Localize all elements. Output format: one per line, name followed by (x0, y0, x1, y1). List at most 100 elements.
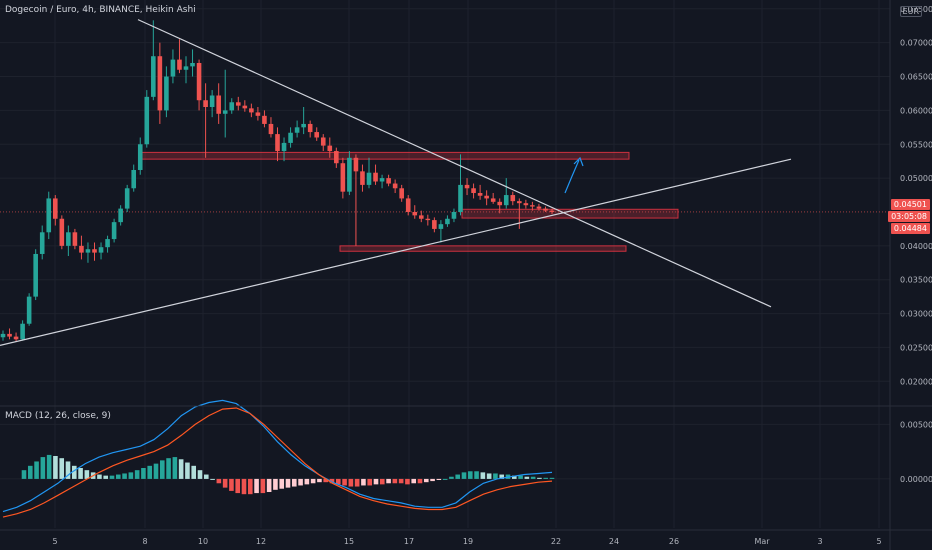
macd-histogram-bar (128, 472, 134, 479)
candle-body (13, 336, 19, 340)
candle-body (229, 102, 235, 111)
signal-line (2, 407, 553, 518)
countdown-tag: 03:05:08 (888, 211, 930, 222)
macd-histogram-bar (241, 478, 247, 495)
price-tick-label: 0.04000 (900, 242, 932, 251)
macd-histogram-bar (335, 478, 341, 485)
price-zone (139, 151, 630, 160)
candle-body (451, 211, 457, 219)
candle-body (536, 206, 542, 209)
candle-body (7, 333, 12, 337)
macd-histogram-bar (323, 478, 329, 483)
candle-body (477, 193, 483, 196)
candle-body (118, 208, 123, 223)
candle-body (33, 253, 38, 297)
low-price-tag: 0.04484 (890, 223, 930, 234)
candle-body (59, 218, 65, 246)
candle-body (314, 132, 320, 138)
candle-body (510, 195, 516, 202)
candle-body (137, 144, 143, 170)
macd-histogram-bar (53, 456, 58, 479)
candle-body (490, 198, 496, 202)
price-tick-label: 0.06000 (900, 106, 932, 115)
candle-body (92, 249, 97, 253)
candle-body (484, 195, 489, 199)
macd-histogram-bar (153, 463, 159, 479)
macd-pane (2, 399, 555, 518)
price-tick-label: 0.05500 (900, 140, 932, 149)
candle-body (549, 210, 555, 212)
candle-body (373, 172, 378, 182)
price-tick-label: 0.07000 (900, 39, 932, 48)
macd-histogram-bar (417, 478, 423, 484)
price-tick-label: 0.03000 (900, 310, 932, 319)
macd-histogram-bar (266, 478, 272, 492)
candle-body (334, 151, 339, 164)
price-tick-label: 0.07500 (900, 5, 932, 14)
macd-histogram-bar (386, 478, 391, 484)
macd-histogram-bar (342, 478, 347, 486)
macd-histogram-bar (285, 478, 291, 488)
macd-histogram-bar (159, 460, 165, 479)
macd-histogram-bar (467, 471, 473, 479)
candle-body (268, 123, 274, 135)
candle-body (183, 66, 189, 70)
price-zone (339, 245, 627, 252)
price-tick-label: 0.05000 (900, 174, 932, 183)
macd-histogram-bar (178, 459, 184, 479)
macd-histogram-bar (78, 468, 83, 479)
currency-badge[interactable]: EUR (899, 6, 922, 17)
macd-histogram-bar (46, 454, 52, 479)
candle-body (203, 100, 208, 108)
macd-histogram-bar (260, 478, 266, 494)
macd-histogram-bar (97, 474, 102, 479)
time-tick-label: 15 (344, 537, 354, 546)
macd-histogram-bar (348, 478, 354, 487)
candle-body (360, 171, 365, 185)
candle-body (111, 222, 117, 240)
candle-body (66, 232, 71, 246)
descending-trendline (137, 19, 772, 308)
candle-body (46, 198, 52, 233)
candle-body (392, 183, 398, 189)
candle-body (124, 188, 130, 209)
candle-body (105, 239, 110, 248)
candle-body (131, 169, 137, 189)
macd-histogram-bar (71, 465, 77, 479)
candle-body (432, 220, 437, 229)
candle-body (170, 59, 176, 77)
macd-histogram-bar (141, 468, 146, 479)
ascending-trendline (0, 158, 792, 346)
candle-body (222, 110, 228, 114)
macd-histogram-bar (549, 477, 555, 479)
macd-histogram-bar (222, 478, 228, 488)
macd-histogram-bar (21, 470, 27, 479)
macd-line (2, 399, 553, 513)
macd-histogram-bar (247, 478, 253, 495)
candle-body (458, 184, 463, 212)
macd-histogram-bar (480, 472, 486, 479)
time-tick-label: 17 (404, 537, 414, 546)
price-zone (461, 208, 679, 219)
candle-body (530, 205, 535, 207)
macd-histogram-bar (122, 473, 127, 479)
time-tick-label: 10 (198, 537, 208, 546)
macd-histogram-bar (405, 478, 410, 485)
candle-body (52, 198, 58, 219)
macd-histogram-bar (361, 478, 366, 486)
candle-body (26, 296, 32, 324)
macd-histogram-bar (455, 474, 461, 479)
macd-histogram-bar (354, 478, 360, 487)
candle-body (418, 215, 424, 219)
time-tick-label: 5 (52, 537, 57, 546)
candle-body (196, 62, 202, 101)
macd-histogram-bar (279, 478, 285, 489)
candle-body (72, 232, 78, 246)
candle-body (353, 157, 359, 172)
trendlines[interactable] (0, 19, 792, 346)
macd-histogram-bar (537, 477, 542, 479)
candle-body (79, 245, 84, 253)
macd-histogram-bar (304, 478, 310, 485)
grid-lines (0, 0, 890, 528)
